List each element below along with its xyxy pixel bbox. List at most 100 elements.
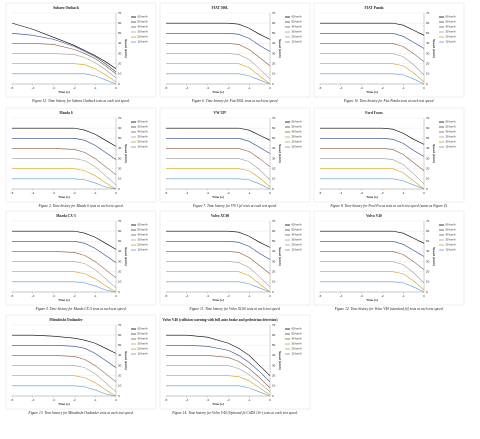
y-tick-label: 20 [118, 374, 122, 378]
legend-label: 30 km/h [292, 30, 302, 34]
x-tick-label: -4 [31, 294, 34, 298]
y-tick-label: 40 [118, 146, 122, 150]
panel-frame [159, 210, 311, 306]
x-tick-label: -5 [11, 86, 14, 90]
y-tick-label: 0 [118, 394, 120, 398]
speed-line [320, 148, 425, 171]
y-tick-label: 50 [272, 136, 276, 140]
x-tick-label: -1 [402, 191, 405, 195]
panel-frame [159, 107, 311, 203]
legend-label: 60 km/h [446, 15, 456, 19]
figure-caption: Figure 12. Time history for Volvo V40 (s… [334, 307, 444, 311]
legend-label: 50 km/h [292, 228, 302, 232]
x-tick-label: -3 [360, 191, 363, 195]
y-tick-label: 0 [118, 290, 120, 294]
speed-line [12, 73, 117, 85]
legend-label: 40 km/h [292, 337, 302, 341]
y-tick-label: 0 [272, 290, 274, 294]
speed-line [320, 22, 425, 36]
legend-label: 40 km/h [138, 25, 148, 29]
y-axis-label: Speed (km/h) [432, 39, 436, 58]
speed-line [12, 261, 117, 289]
chart-title: Volvo V40 (collision warning with full a… [162, 318, 278, 322]
y-tick-label: 40 [272, 249, 276, 253]
legend-label: 20 km/h [138, 35, 148, 39]
chart-title: Volvo V40 [366, 214, 382, 218]
speed-line [12, 63, 117, 83]
y-tick-label: 10 [272, 177, 276, 181]
y-tick-label: 30 [118, 363, 122, 367]
y-tick-label: 30 [272, 156, 276, 160]
speed-line [166, 251, 271, 274]
figure-caption: Figure 7. Time history for VW Up! tests … [192, 204, 277, 208]
y-tick-label: 30 [272, 51, 276, 55]
figure-caption: Figure 13. Time history for Mitsubishi O… [27, 411, 133, 415]
y-tick-label: 0 [118, 187, 120, 191]
legend-label: 20 km/h [138, 243, 148, 247]
speed-line [320, 137, 425, 157]
x-axis-label: Time (s) [366, 298, 377, 302]
legend-label: 60 km/h [138, 120, 148, 124]
legend-label: 10 km/h [138, 40, 148, 44]
legend-label: 30 km/h [138, 30, 148, 34]
speed-line [166, 334, 271, 376]
chart-title: FIAT Panda [365, 6, 384, 10]
x-tick-label: -3 [206, 398, 209, 402]
legend-label: 10 km/h [292, 40, 302, 44]
x-tick-label: -3 [360, 294, 363, 298]
legend-label: 30 km/h [138, 135, 148, 139]
y-tick-label: 0 [426, 187, 428, 191]
y-axis-label: Speed (km/h) [278, 144, 282, 163]
y-tick-label: 50 [272, 31, 276, 35]
x-tick-label: -5 [165, 86, 168, 90]
legend-label: 40 km/h [138, 337, 148, 341]
speed-line [12, 230, 117, 250]
legend-label: 10 km/h [446, 40, 456, 44]
legend-label: 10 km/h [138, 352, 148, 356]
legend-label: 60 km/h [446, 120, 456, 124]
chart-title: Mitsubishi Outlander [49, 318, 83, 322]
y-tick-label: 0 [272, 82, 274, 86]
speed-line [166, 344, 271, 383]
speed-line [166, 271, 271, 293]
y-axis-label: Speed (km/h) [432, 144, 436, 163]
x-tick-label: -4 [31, 86, 34, 90]
y-tick-label: 20 [426, 270, 430, 274]
y-tick-label: 10 [426, 177, 430, 181]
y-tick-label: 60 [426, 229, 430, 233]
y-tick-label: 50 [272, 239, 276, 243]
y-tick-label: 40 [426, 249, 430, 253]
legend-label: 30 km/h [292, 135, 302, 139]
x-tick-label: -3 [52, 294, 55, 298]
speed-line [166, 63, 271, 85]
x-tick-label: -4 [185, 294, 188, 298]
legend-label: 60 km/h [292, 120, 302, 124]
y-tick-label: 40 [118, 249, 122, 253]
speed-line [12, 137, 117, 160]
y-tick-label: 20 [272, 167, 276, 171]
chart-title: Mazda 6 [59, 111, 72, 115]
speed-line [166, 355, 271, 389]
y-axis-label: Speed (km/h) [278, 351, 282, 370]
y-tick-label: 60 [272, 126, 276, 130]
legend-label: 30 km/h [138, 238, 148, 242]
legend-label: 40 km/h [138, 130, 148, 134]
legend-label: 30 km/h [446, 238, 456, 242]
x-tick-label: 0 [115, 398, 117, 402]
y-tick-label: 70 [118, 11, 122, 15]
speed-line [166, 148, 271, 167]
legend-label: 10 km/h [138, 145, 148, 149]
x-tick-label: -2 [227, 191, 230, 195]
legend-label: 50 km/h [446, 228, 456, 232]
y-tick-label: 70 [426, 219, 430, 223]
speed-line [166, 281, 271, 293]
y-tick-label: 60 [272, 333, 276, 337]
figure-caption: Figure 8. Time history for Ford Focus te… [329, 204, 447, 208]
panel-frame [313, 107, 465, 203]
speed-line [12, 178, 117, 190]
legend-label: 60 km/h [292, 223, 302, 227]
x-tick-label: -5 [165, 398, 168, 402]
legend-label: 60 km/h [138, 15, 148, 19]
y-tick-label: 10 [426, 280, 430, 284]
y-tick-label: 50 [118, 136, 122, 140]
